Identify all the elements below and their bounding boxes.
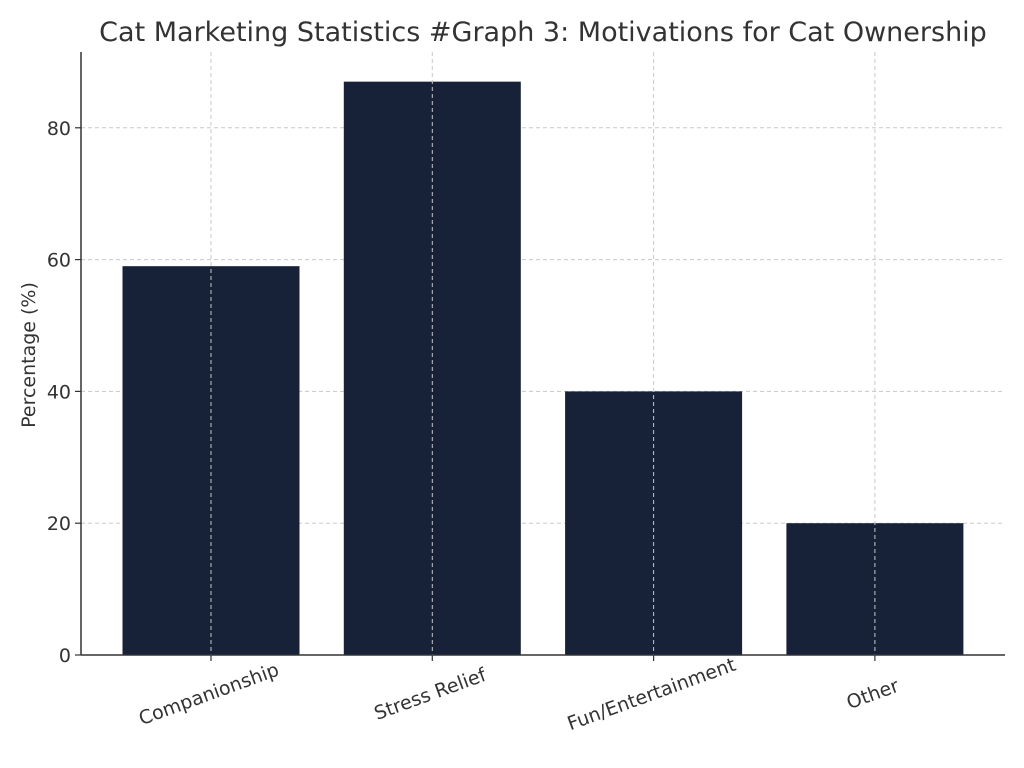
x-tick-label: Stress Relief [371,663,490,724]
x-gridlines [210,52,876,655]
x-tick-label: Fun/Entertainment [564,654,738,735]
x-tick-label: Other [844,675,902,714]
x-ticks: Companionship Stress Relief Fun/Entertainm… [136,654,902,735]
y-tick-label: 0 [59,645,71,667]
x-tick-label: Companionship [136,659,282,730]
y-axis-label: Percentage (%) [18,282,40,428]
y-tick-label: 60 [47,250,71,272]
y-ticks: 0 20 40 60 80 [47,118,81,667]
axes [80,52,1005,656]
y-tick-label: 40 [47,381,71,403]
y-tick-label: 80 [47,118,71,140]
bars [122,81,964,655]
y-tick-label: 20 [47,513,71,535]
chart-title: Cat Marketing Statistics #Graph 3: Motiv… [99,17,987,48]
